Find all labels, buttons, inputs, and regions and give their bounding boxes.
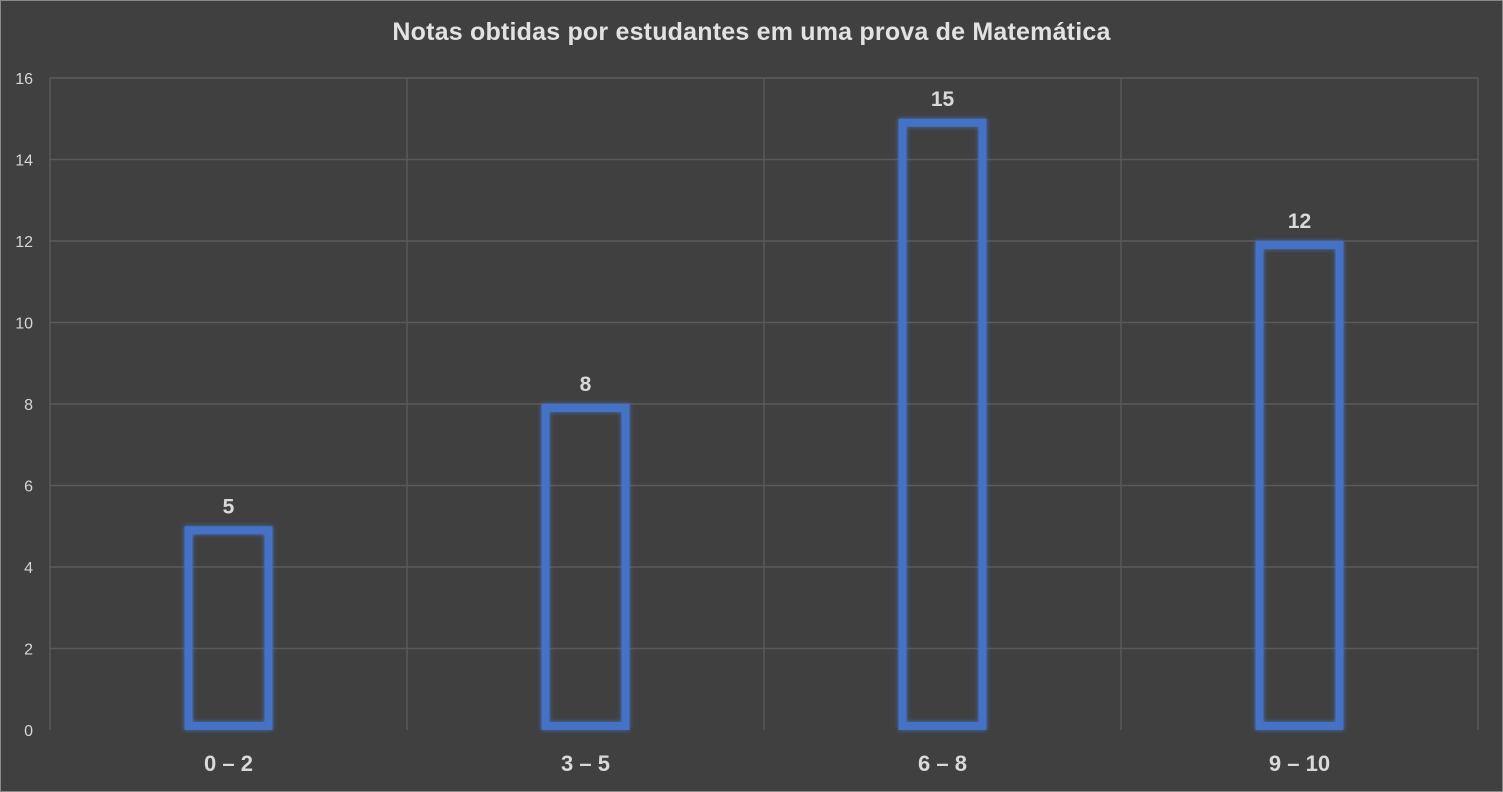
y-tick-label: 6 <box>24 479 33 496</box>
x-axis-ticks: 0 – 2 3 – 5 6 – 8 9 – 10 <box>204 751 1330 776</box>
y-tick-label: 12 <box>15 234 33 251</box>
y-tick-label: 8 <box>24 397 33 414</box>
data-label: 15 <box>931 88 955 111</box>
x-tick-label: 6 – 8 <box>918 751 967 776</box>
x-tick-label: 0 – 2 <box>204 751 253 776</box>
y-axis-ticks: 0 2 4 6 8 10 12 14 16 <box>15 71 33 740</box>
x-tick-label: 3 – 5 <box>561 751 610 776</box>
data-label: 8 <box>580 373 592 396</box>
bar-2 <box>541 404 630 730</box>
y-tick-label: 2 <box>24 642 33 659</box>
chart-title: Notas obtidas por estudantes em uma prov… <box>392 18 1111 46</box>
bar-1 <box>184 526 273 730</box>
x-tick-label: 9 – 10 <box>1269 751 1330 776</box>
gridlines <box>49 77 1479 730</box>
y-tick-label: 10 <box>15 316 33 333</box>
y-tick-label: 16 <box>15 71 33 88</box>
bar-4 <box>1255 241 1344 730</box>
data-label: 12 <box>1288 210 1311 233</box>
y-tick-label: 4 <box>24 560 33 577</box>
bar-3 <box>898 118 987 730</box>
data-label: 5 <box>223 495 235 518</box>
y-tick-label: 14 <box>15 153 33 170</box>
bars <box>184 118 1344 730</box>
y-tick-label: 0 <box>24 723 33 740</box>
data-labels: 5 8 15 12 <box>223 88 1312 519</box>
